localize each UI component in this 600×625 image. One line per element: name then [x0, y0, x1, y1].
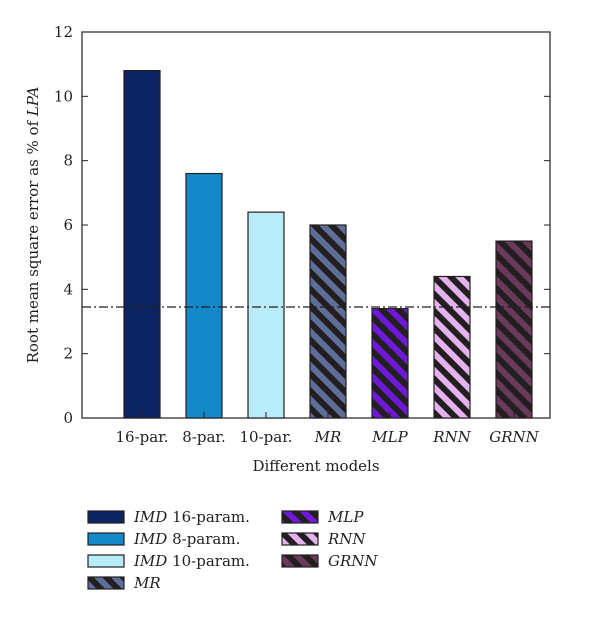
- x-axis: 16-par. 8-par. 10-par. MR MLP RNN GRNN: [116, 412, 540, 446]
- legend-item: IMD 10-param.: [87, 552, 250, 570]
- legend-swatch: [281, 532, 319, 546]
- x-tick-label: 8-par.: [182, 428, 225, 446]
- bar-16-par: [123, 69, 161, 419]
- legend: IMD 16-param. IMD 8-param. IMD 10-param. MR…: [87, 508, 378, 592]
- bar-mlp: [371, 308, 409, 419]
- y-axis: 0 2 4 6 8 10 12: [54, 23, 550, 427]
- bar-8-par: [185, 172, 223, 419]
- x-axis-title: Different models: [252, 457, 379, 475]
- y-axis-title: Root mean square error as % of LPA: [24, 86, 42, 363]
- y-tick-label: 0: [63, 409, 73, 427]
- x-tick-label: MR: [314, 428, 342, 446]
- legend-label: IMD 8-param.: [133, 530, 240, 548]
- legend-swatch: [281, 510, 319, 524]
- y-tick-label: 8: [63, 152, 73, 170]
- legend-swatch: [87, 576, 125, 590]
- legend-swatch: [87, 532, 125, 546]
- legend-item: MLP: [281, 508, 364, 526]
- legend-label: GRNN: [328, 552, 378, 570]
- legend-swatch: [281, 554, 319, 568]
- y-tick-label: 6: [63, 216, 73, 234]
- bar-10-par: [247, 211, 285, 419]
- legend-item: IMD 8-param.: [87, 530, 240, 548]
- bar-grnn: [495, 240, 533, 419]
- legend-item: RNN: [281, 530, 366, 548]
- legend-swatch: [87, 554, 125, 568]
- x-tick-label: MLP: [371, 428, 408, 446]
- y-tick-label: 12: [54, 23, 73, 41]
- bar-rnn: [433, 275, 471, 419]
- x-tick-label: 10-par.: [240, 428, 293, 446]
- legend-item: IMD 16-param.: [87, 508, 250, 526]
- legend-label: IMD 16-param.: [133, 508, 250, 526]
- y-axis-title-text: Root mean square error as % of: [24, 116, 42, 363]
- bars: [123, 69, 533, 419]
- legend-label: RNN: [327, 530, 366, 548]
- y-axis-title-italic: LPA: [24, 86, 42, 117]
- legend-item: MR: [87, 574, 161, 592]
- legend-swatch: [87, 510, 125, 524]
- y-tick-label: 2: [63, 345, 73, 363]
- legend-item: GRNN: [281, 552, 378, 570]
- legend-label: MLP: [327, 508, 364, 526]
- x-tick-label: 16-par.: [116, 428, 169, 446]
- x-tick-label: RNN: [432, 428, 471, 446]
- bar-mr: [309, 224, 347, 419]
- legend-label: MR: [133, 574, 161, 592]
- y-tick-label: 10: [54, 87, 73, 105]
- y-tick-label: 4: [63, 280, 73, 298]
- legend-label: IMD 10-param.: [133, 552, 250, 570]
- x-tick-label: GRNN: [489, 428, 539, 446]
